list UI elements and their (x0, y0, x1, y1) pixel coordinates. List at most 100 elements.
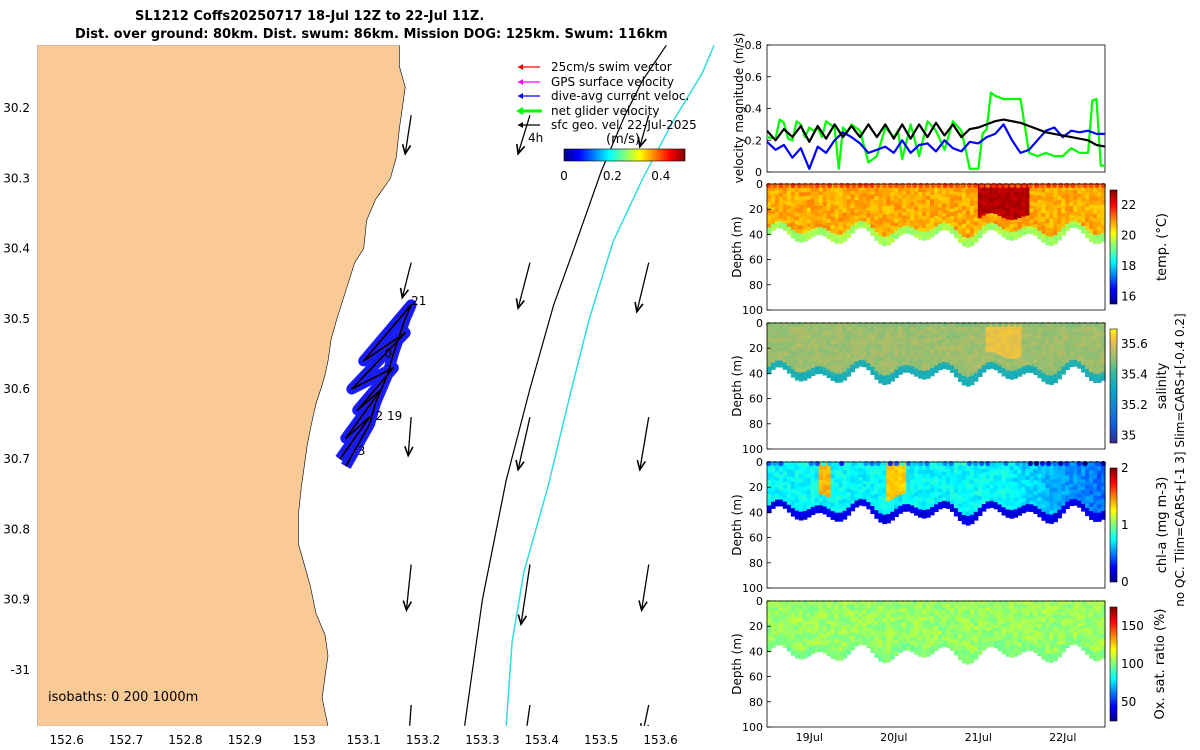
geo-arrow-0 (401, 115, 412, 156)
geo-arrow-7 (515, 416, 531, 472)
panel-3-ytick-0: 0 (756, 595, 763, 608)
velocity-series (767, 91, 1105, 170)
qc-note: no QC. Tlim=CARS+[-1 3] Slim=CARS+[-0.4 … (1173, 313, 1187, 606)
panel-3-ctick-0: 50 (1121, 695, 1136, 709)
map-x-tick-9: 153.5 (584, 733, 618, 747)
time-tick-3: 22Jul (1049, 731, 1076, 744)
panel-3-cbar-label: Ox. sat. ratio (%) (1153, 609, 1168, 720)
panel-1-ytick-3: 60 (749, 393, 763, 406)
isobath-1000m (505, 45, 715, 726)
geo-arrow-10 (517, 564, 531, 627)
map-y-tick-0: 30.2 (3, 101, 30, 115)
colorbar-unit-label: (m/s) (606, 132, 640, 147)
figure-title-line2: Dist. over ground: 80km. Dist. swum: 86k… (75, 27, 668, 42)
panel-3-colorbar (1109, 606, 1118, 722)
legend-swim-label: 25cm/s swim vector (551, 60, 672, 74)
velocity-y-ticks: 0 0.2 0.4 0.6 0.8 (745, 39, 771, 179)
map-y-tick-1: 30.3 (3, 171, 30, 185)
map-x-tick-10: 153.6 (643, 733, 677, 747)
panel-0-ytick-2: 40 (749, 228, 763, 241)
legend-net-arrowhead (516, 107, 523, 115)
panel-3-ytick-5: 100 (742, 721, 763, 734)
panel-3-ytick-3: 60 (749, 671, 763, 684)
panel-1-ctick-2: 35.4 (1121, 368, 1148, 382)
geo-arrow-1 (516, 115, 531, 156)
panel-1-ytick-5: 100 (742, 443, 763, 456)
oxygen-panel: 0 20 40 60 80 100 Depth (m) 50 100 150 Ox. sat. ra… (730, 595, 1168, 734)
speed-colorbar-ticks: 0 0.2 0.4 (560, 169, 670, 183)
vel-tick-2: 0.4 (745, 103, 763, 116)
panel-2-ytick-1: 20 (749, 481, 763, 494)
panel-0-cbar-label: temp. (°C) (1155, 213, 1170, 281)
panel-2-ytick-5: 100 (742, 582, 763, 595)
map-y-tick-3: 30.5 (3, 312, 30, 326)
panel-1-ylabel: Depth (m) (730, 355, 744, 416)
map-x-tick-2: 152.8 (168, 733, 202, 747)
panel-frame-1 (766, 322, 1106, 450)
map-legend: 25cm/s swim vector GPS surface velocity … (516, 60, 697, 183)
map-y-tick-4: 30.6 (3, 382, 30, 396)
panel-3-ytick-2: 40 (749, 645, 763, 658)
day-label-3: 3 (358, 444, 366, 458)
map-y-tick-8: -31 (10, 663, 30, 677)
panel-frame-3 (766, 600, 1106, 728)
map-y-tick-7: 30.9 (3, 593, 30, 607)
speed-colorbar (563, 148, 686, 162)
panel-0-ylabel: Depth (m) (730, 216, 744, 277)
panel-2-ylabel: Depth (m) (730, 494, 744, 555)
legend-net: net glider velocity (516, 104, 659, 118)
map-x-tick-0: 152.6 (50, 733, 84, 747)
map-x-tick-7: 153.3 (465, 733, 499, 747)
panel-3-ytick-4: 80 (749, 696, 763, 709)
velocity-series-0 (767, 91, 1105, 170)
geo-arrow-5 (634, 262, 650, 314)
panel-0-ytick-4: 80 (749, 279, 763, 292)
map-x-tick-1: 152.7 (109, 733, 143, 747)
isobath-200m (464, 45, 667, 726)
day-label-2: 2 19 (376, 409, 403, 423)
panel-2-colorbar (1109, 467, 1118, 583)
geo-arrow-2 (637, 115, 650, 149)
chlorophyll-panel: 0 20 40 60 80 100 Depth (m) 0 1 2 chl-a (mg m-3) (730, 456, 1170, 595)
geo-arrow-3 (399, 262, 412, 300)
panel-frame-0 (766, 183, 1106, 311)
panel-0-ytick-0: 0 (756, 178, 763, 191)
isobath-note: isobaths: 0 200 1000m (48, 690, 198, 705)
panel-0-ytick-1: 20 (749, 203, 763, 216)
geo-arrow-11 (638, 564, 650, 613)
velocity-panel: 0 0.2 0.4 0.6 0.8 velocity magnitude (m/s) (732, 33, 1106, 184)
time-tick-2: 21Jul (965, 731, 992, 744)
cb-tick-2: 0.4 (651, 169, 670, 183)
geo-arrow-4 (515, 262, 531, 311)
legend-gps-arrowhead (518, 79, 523, 85)
cb-tick-0: 0 (560, 169, 568, 183)
panel-1-colorbar (1109, 328, 1118, 444)
panel-1-ctick-1: 35.2 (1121, 398, 1148, 412)
vel-tick-3: 0.6 (745, 71, 763, 84)
map-x-tick-labels: 152.6 152.7 152.8 152.9 153 153.1 153.2 153.3 15… (50, 733, 678, 747)
geo-arrow-13 (526, 704, 531, 726)
day-label-0: 21 (411, 294, 426, 308)
panel-1-ctick-3: 35.6 (1121, 337, 1148, 351)
geo-arrow-9 (402, 564, 413, 613)
figure-title-line1: SL1212 Coffs20250717 18-Jul 12Z to 22-Ju… (135, 9, 485, 24)
panel-2-ctick-2: 2 (1121, 461, 1129, 475)
panel-field-3 (767, 601, 1106, 665)
panel-2-ytick-0: 0 (756, 456, 763, 469)
panel-2-ytick-2: 40 (749, 506, 763, 519)
legend-swim: 25cm/s swim vector (518, 60, 672, 74)
velocity-y-label: velocity magnitude (m/s) (732, 33, 746, 184)
panel-3-ctick-2: 150 (1121, 619, 1144, 633)
legend-swim-arrowhead (518, 64, 523, 70)
panel-0-ytick-5: 100 (742, 304, 763, 317)
geo-arrow-6 (404, 417, 414, 458)
map-x-tick-3: 152.9 (228, 733, 262, 747)
panel-0-ctick-1: 18 (1121, 259, 1136, 273)
cb-tick-1: 0.2 (603, 169, 622, 183)
panel-3-ylabel: Depth (m) (730, 633, 744, 694)
panel-3-ctick-1: 100 (1121, 657, 1144, 671)
legend-geo-label: sfc geo. vel. 22-Jul-2025 (551, 118, 697, 132)
map-x-tick-4: 153 (293, 733, 316, 747)
map-y-tick-2: 30.4 (3, 242, 30, 256)
